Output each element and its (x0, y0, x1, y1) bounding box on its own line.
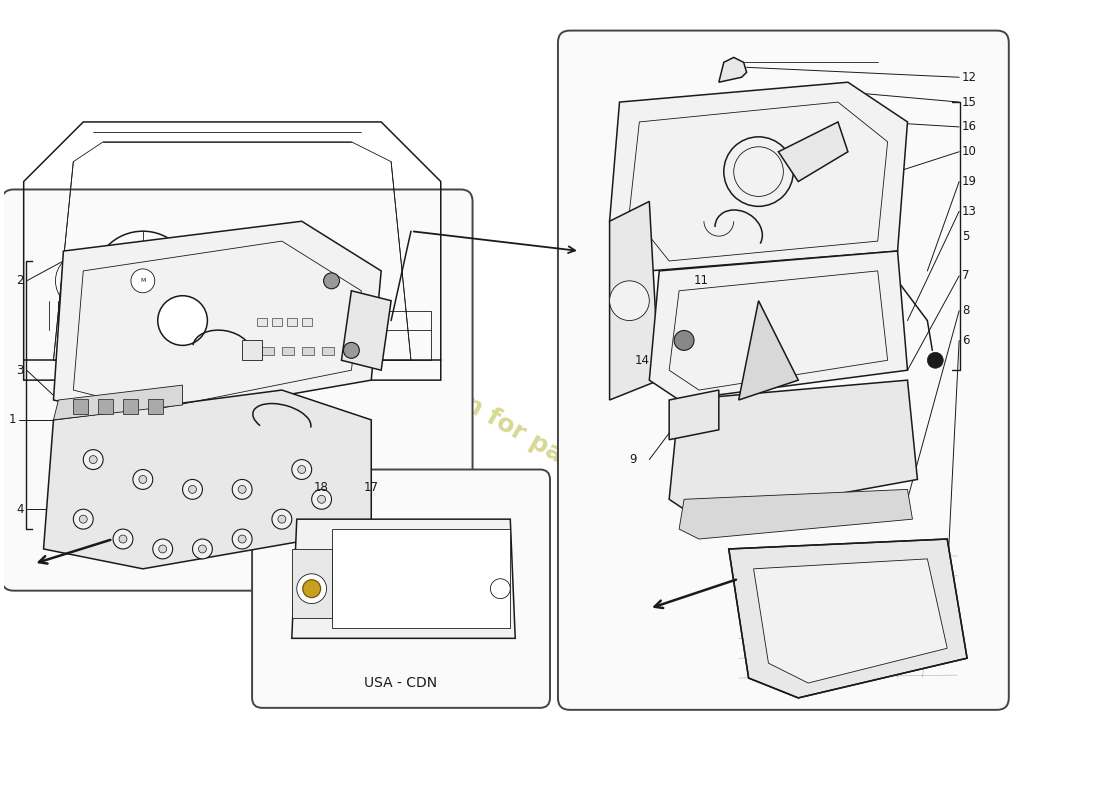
Text: EUROSPARES: EUROSPARES (817, 62, 947, 82)
Circle shape (927, 352, 943, 368)
Text: USA - CDN: USA - CDN (364, 676, 438, 690)
Circle shape (491, 578, 510, 598)
Text: 3: 3 (16, 364, 24, 377)
Bar (321, 347, 333, 355)
Bar (257, 318, 267, 326)
Circle shape (302, 580, 320, 598)
Polygon shape (679, 490, 913, 539)
Polygon shape (728, 539, 967, 698)
Text: 8: 8 (962, 304, 969, 317)
Circle shape (188, 486, 197, 494)
FancyBboxPatch shape (2, 190, 473, 590)
Circle shape (343, 342, 360, 358)
Text: 7: 7 (962, 270, 969, 282)
Polygon shape (341, 290, 392, 370)
Text: M: M (140, 278, 145, 283)
Bar (147, 399, 163, 414)
Circle shape (198, 545, 207, 553)
Circle shape (674, 330, 694, 350)
Polygon shape (609, 82, 908, 271)
Polygon shape (331, 529, 510, 629)
Bar (123, 399, 138, 414)
Bar (361, 310, 431, 360)
Circle shape (232, 529, 252, 549)
Text: 10: 10 (962, 146, 977, 158)
Bar (98, 399, 113, 414)
Circle shape (192, 539, 212, 559)
Text: 16: 16 (962, 121, 977, 134)
Circle shape (183, 479, 202, 499)
Polygon shape (669, 390, 718, 440)
Text: 4: 4 (16, 502, 24, 516)
Text: 18: 18 (315, 482, 329, 494)
Polygon shape (779, 122, 848, 182)
Text: 1: 1 (8, 414, 15, 426)
Circle shape (84, 450, 103, 470)
FancyBboxPatch shape (558, 30, 1009, 710)
Circle shape (157, 296, 208, 346)
Circle shape (278, 515, 286, 523)
Text: 9: 9 (629, 453, 637, 466)
Circle shape (609, 281, 649, 321)
Polygon shape (754, 559, 947, 683)
Polygon shape (292, 519, 515, 638)
Circle shape (232, 479, 252, 499)
Bar (287, 318, 297, 326)
Circle shape (158, 545, 167, 553)
Text: 11: 11 (694, 274, 708, 287)
Circle shape (113, 529, 133, 549)
Circle shape (119, 535, 126, 543)
Circle shape (298, 466, 306, 474)
Text: 14: 14 (635, 354, 649, 366)
Polygon shape (609, 202, 659, 400)
Polygon shape (718, 58, 747, 82)
Polygon shape (242, 341, 262, 360)
Circle shape (239, 535, 246, 543)
Text: 6: 6 (962, 334, 969, 347)
Circle shape (133, 470, 153, 490)
Polygon shape (292, 549, 331, 618)
Bar (74, 399, 88, 414)
Bar (262, 347, 274, 355)
Circle shape (318, 495, 326, 503)
Circle shape (323, 273, 340, 289)
Polygon shape (739, 301, 799, 400)
FancyBboxPatch shape (252, 470, 550, 708)
Circle shape (734, 146, 783, 197)
Text: 13: 13 (962, 205, 977, 218)
Text: 19: 19 (962, 175, 977, 188)
Text: 12: 12 (962, 70, 977, 84)
Bar (301, 318, 311, 326)
Circle shape (131, 269, 155, 293)
Text: a passion for parts since 1985: a passion for parts since 1985 (360, 333, 740, 566)
Polygon shape (649, 251, 908, 400)
Circle shape (272, 510, 292, 529)
Bar (282, 347, 294, 355)
Circle shape (139, 475, 146, 483)
Text: 15: 15 (962, 95, 977, 109)
Circle shape (79, 515, 87, 523)
Bar (242, 301, 361, 360)
Circle shape (297, 574, 327, 603)
Polygon shape (54, 385, 183, 420)
Circle shape (153, 539, 173, 559)
Circle shape (292, 459, 311, 479)
Circle shape (74, 510, 94, 529)
Bar (272, 318, 282, 326)
Polygon shape (669, 380, 917, 519)
Circle shape (311, 490, 331, 510)
Bar (301, 347, 314, 355)
Text: 17: 17 (364, 482, 378, 494)
Text: 5: 5 (962, 230, 969, 242)
Text: 2: 2 (16, 274, 24, 287)
Circle shape (239, 486, 246, 494)
Polygon shape (44, 390, 372, 569)
Circle shape (89, 456, 97, 463)
Bar (252, 330, 351, 350)
Polygon shape (54, 222, 382, 420)
